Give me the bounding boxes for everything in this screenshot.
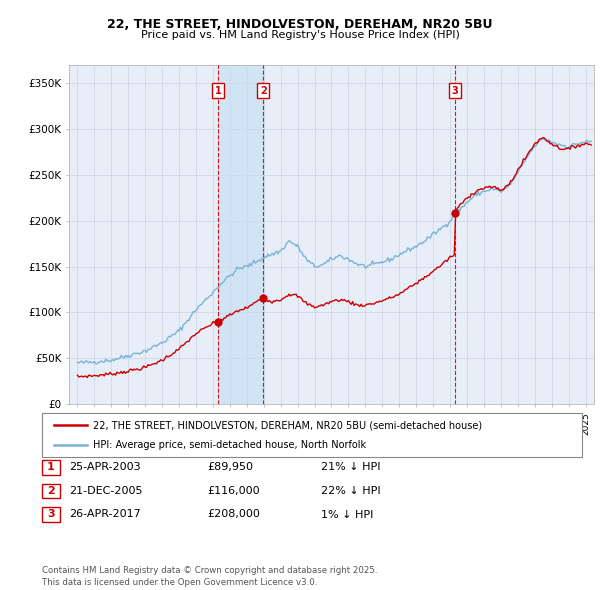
Text: 26-APR-2017: 26-APR-2017: [69, 510, 141, 519]
Text: 1: 1: [215, 86, 221, 96]
Text: 21-DEC-2005: 21-DEC-2005: [69, 486, 143, 496]
Bar: [218, 65, 263, 404]
Text: HPI: Average price, semi-detached house, North Norfolk: HPI: Average price, semi-detached house,…: [93, 440, 366, 450]
Text: Contains HM Land Registry data © Crown copyright and database right 2025.
This d: Contains HM Land Registry data © Crown c…: [42, 566, 377, 587]
Text: 22, THE STREET, HINDOLVESTON, DEREHAM, NR20 5BU: 22, THE STREET, HINDOLVESTON, DEREHAM, N…: [107, 18, 493, 31]
Text: £116,000: £116,000: [207, 486, 260, 496]
Text: 21% ↓ HPI: 21% ↓ HPI: [321, 463, 380, 472]
Text: 22, THE STREET, HINDOLVESTON, DEREHAM, NR20 5BU (semi-detached house): 22, THE STREET, HINDOLVESTON, DEREHAM, N…: [93, 421, 482, 430]
Text: 1% ↓ HPI: 1% ↓ HPI: [321, 510, 373, 519]
Text: £208,000: £208,000: [207, 510, 260, 519]
Text: 3: 3: [452, 86, 458, 96]
Text: 3: 3: [47, 510, 55, 519]
Text: 1: 1: [47, 463, 55, 472]
Text: Price paid vs. HM Land Registry's House Price Index (HPI): Price paid vs. HM Land Registry's House …: [140, 30, 460, 40]
Text: 2: 2: [260, 86, 266, 96]
Text: 2: 2: [47, 486, 55, 496]
Text: £89,950: £89,950: [207, 463, 253, 472]
Text: 25-APR-2003: 25-APR-2003: [69, 463, 140, 472]
Text: 22% ↓ HPI: 22% ↓ HPI: [321, 486, 380, 496]
